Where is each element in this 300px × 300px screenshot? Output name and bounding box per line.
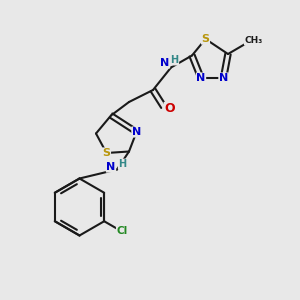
Text: H: H <box>118 159 127 169</box>
Text: N: N <box>132 127 141 137</box>
Text: S: S <box>202 34 209 44</box>
Text: Cl: Cl <box>116 226 128 236</box>
Text: H: H <box>170 55 179 65</box>
Text: N: N <box>219 73 228 83</box>
Text: N: N <box>106 162 116 172</box>
Text: O: O <box>164 102 175 116</box>
Text: CH₃: CH₃ <box>244 36 262 45</box>
Text: S: S <box>103 148 110 158</box>
Text: N: N <box>196 73 206 83</box>
Text: N: N <box>160 58 169 68</box>
